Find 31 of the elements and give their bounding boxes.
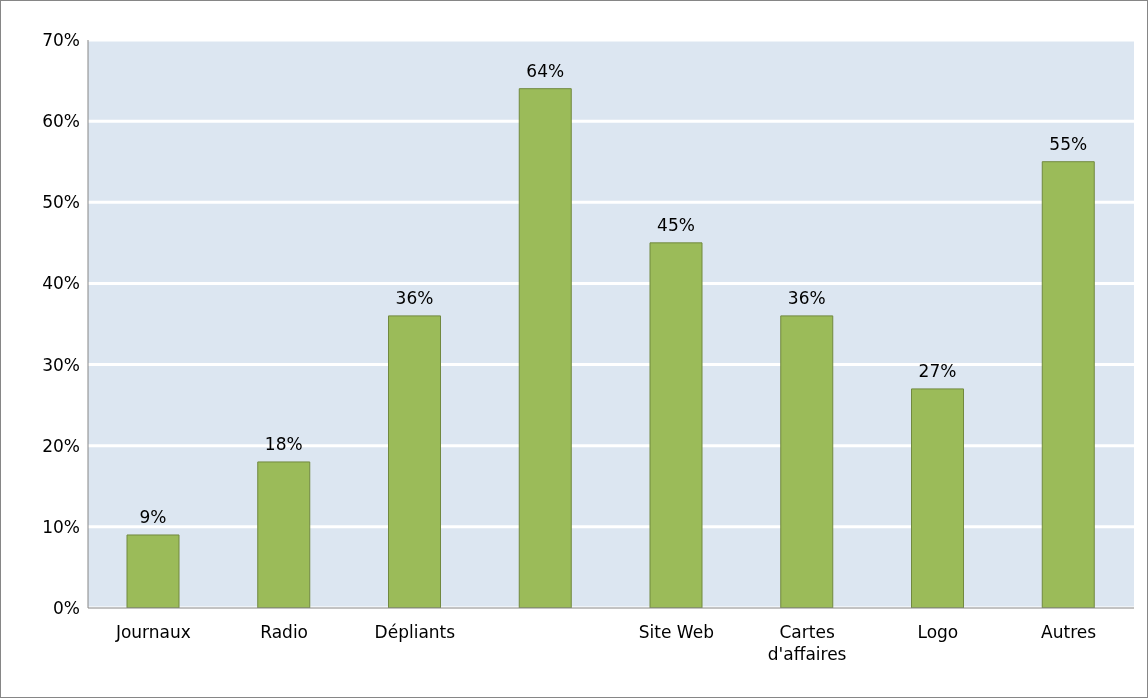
y-tick-label: 30% (42, 354, 80, 375)
bar (1041, 161, 1095, 608)
data-label: 27% (918, 360, 957, 381)
data-label: 9% (139, 506, 167, 527)
bar (780, 315, 834, 608)
y-tick-label: 40% (42, 273, 80, 294)
y-tick-label: 10% (42, 516, 80, 537)
y-tick-label: 70% (42, 30, 80, 51)
x-tick-label: Cartes d'affaires (767, 621, 847, 664)
bar (388, 315, 441, 608)
data-label: 55% (1049, 133, 1088, 154)
y-tick-label: 50% (42, 192, 80, 213)
bar (518, 88, 572, 608)
y-tick-label: 0% (53, 598, 80, 619)
x-tick-label: Site Web (638, 621, 714, 642)
bar (257, 461, 311, 608)
bar (126, 534, 180, 608)
bar (649, 242, 703, 608)
x-tick-label: Journaux (114, 621, 191, 642)
y-tick-label: 20% (42, 435, 80, 456)
bar (911, 388, 964, 608)
data-label: 36% (395, 287, 434, 308)
data-label: 36% (787, 287, 826, 308)
x-tick-label: Dépliants (374, 621, 456, 642)
x-tick-label: Autres (1041, 621, 1097, 642)
data-label: 45% (657, 214, 695, 235)
data-label: 18% (264, 433, 303, 454)
data-label: 64% (526, 60, 565, 81)
x-tick-label: Radio (260, 621, 309, 642)
y-tick-label: 60% (42, 111, 80, 132)
x-tick-label: Logo (917, 621, 959, 642)
